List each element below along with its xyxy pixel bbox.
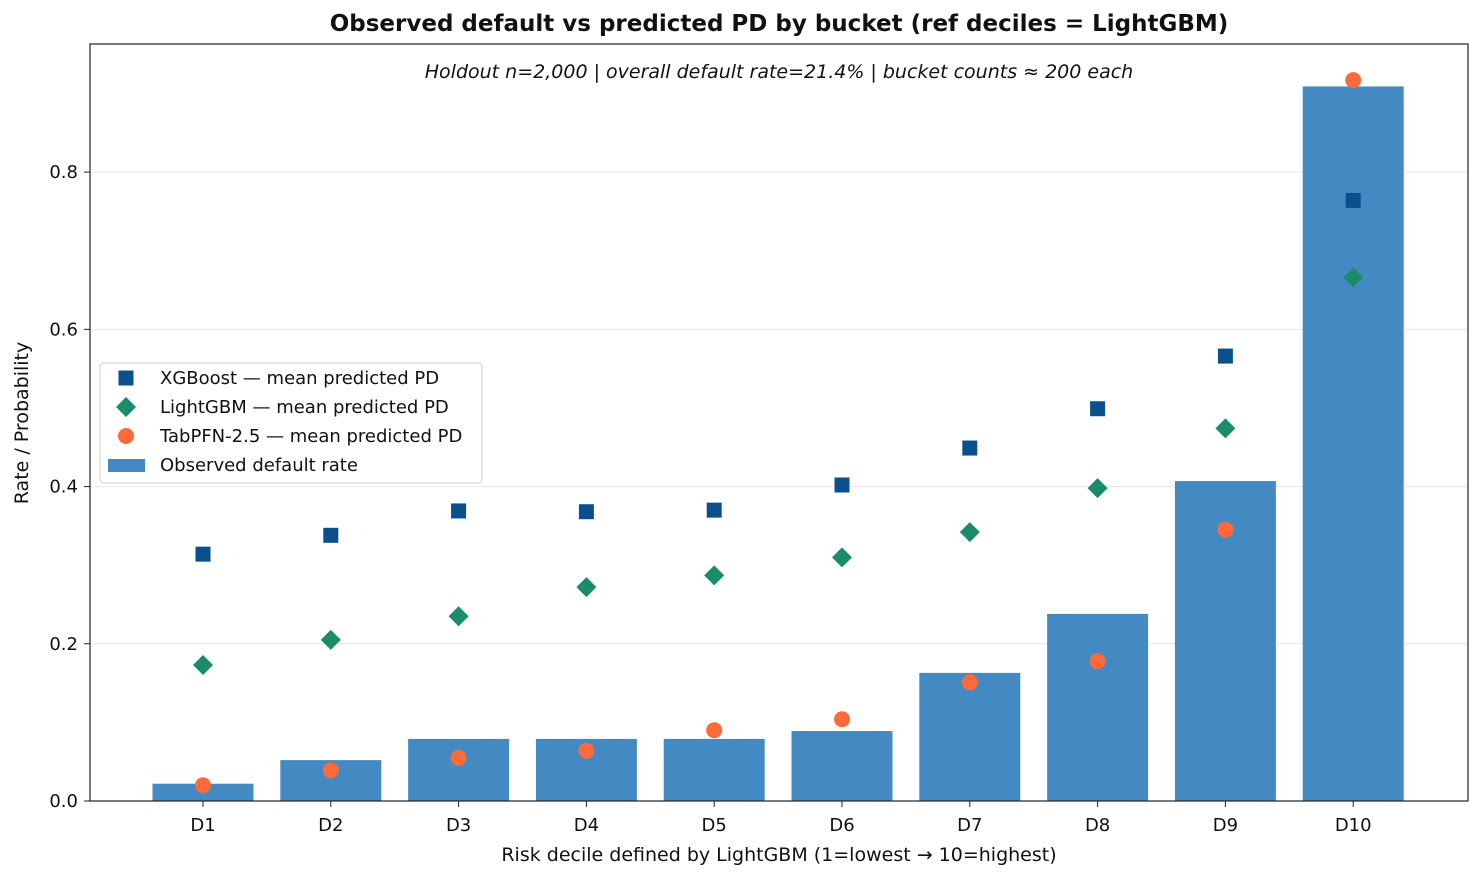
diamond-point-D3 — [448, 606, 469, 627]
x-tick-label: D5 — [702, 815, 727, 836]
square-point-D1 — [195, 546, 211, 562]
legend-label: Observed default rate — [160, 455, 358, 476]
circle-point-D6 — [834, 711, 850, 728]
legend: XGBoost — mean predicted PD LightGBM — me… — [99, 362, 483, 484]
circle-point-D1 — [195, 777, 211, 794]
y-tick-label: 0.2 — [49, 634, 78, 655]
x-tick-label: D10 — [1335, 815, 1372, 836]
circle-point-D8 — [1089, 653, 1106, 670]
diamond-point-D9 — [1215, 418, 1236, 439]
circle-point-D4 — [578, 742, 595, 759]
y-tick-label: 0.0 — [49, 791, 78, 812]
square-point-D9 — [1217, 348, 1233, 364]
y-tick-label: 0.4 — [49, 477, 78, 498]
square-point-D6 — [834, 477, 850, 493]
x-tick-label: D8 — [1085, 815, 1110, 836]
bar-D3 — [408, 738, 510, 801]
legend-frame — [99, 362, 483, 484]
points — [193, 72, 1364, 794]
square-point-D5 — [706, 502, 722, 518]
legend-label: XGBoost — mean predicted PD — [160, 368, 439, 389]
square-point-D2 — [323, 527, 339, 543]
x-tick-label: D4 — [574, 815, 599, 836]
square-point-D3 — [451, 503, 467, 519]
x-tick-label: D9 — [1213, 815, 1238, 836]
y-axis: 0.0 0.2 0.4 0.6 0.8 — [49, 162, 90, 812]
circle-point-D3 — [450, 749, 467, 766]
x-tick-label: D7 — [957, 815, 982, 836]
legend-swatch-bar — [108, 459, 145, 472]
chart-title: Observed default vs predicted PD by buck… — [330, 11, 1229, 37]
y-tick-label: 0.6 — [49, 319, 78, 340]
circle-point-D9 — [1217, 521, 1234, 538]
bar-D8 — [1047, 613, 1149, 801]
bar-D5 — [663, 738, 765, 801]
legend-label: LightGBM — mean predicted PD — [160, 397, 449, 418]
bar-D6 — [791, 731, 893, 801]
chart-annotation: Holdout n=2,000 | overall default rate=2… — [425, 61, 1133, 83]
diamond-point-D4 — [576, 577, 597, 598]
legend-swatch-square — [118, 370, 134, 386]
circle-point-D10 — [1345, 72, 1362, 89]
y-tick-label: 0.8 — [49, 162, 78, 183]
x-tick-label: D3 — [446, 815, 471, 836]
square-point-D4 — [578, 504, 594, 520]
x-tick-label: D1 — [190, 815, 215, 836]
x-tick-label: D2 — [318, 815, 343, 836]
diamond-point-D2 — [320, 629, 341, 650]
x-tick-label: D6 — [829, 815, 854, 836]
plot-frame — [89, 43, 1469, 802]
bar-D7 — [919, 672, 1021, 801]
square-point-D7 — [962, 440, 978, 456]
x-axis: D1 D2 D3 D4 D5 D6 D7 D8 D9 D10 — [190, 801, 1372, 836]
legend-swatch-diamond — [116, 397, 136, 417]
circle-point-D2 — [322, 762, 339, 779]
diamond-point-D7 — [959, 522, 980, 543]
y-axis-label: Rate / Probability — [11, 342, 33, 504]
circle-point-D7 — [961, 674, 978, 691]
diamond-point-D5 — [704, 565, 725, 586]
square-point-D10 — [1345, 192, 1361, 208]
diamond-point-D10 — [1343, 267, 1364, 288]
circle-point-D5 — [706, 722, 723, 739]
diamond-point-D6 — [832, 547, 852, 568]
square-point-D8 — [1090, 401, 1106, 417]
diamond-point-D8 — [1087, 478, 1108, 499]
x-axis-label: Risk decile defined by LightGBM (1=lowes… — [501, 844, 1056, 866]
legend-swatch-circle — [118, 428, 134, 444]
legend-label: TabPFN-2.5 — mean predicted PD — [159, 426, 462, 447]
diamond-point-D1 — [193, 655, 213, 676]
